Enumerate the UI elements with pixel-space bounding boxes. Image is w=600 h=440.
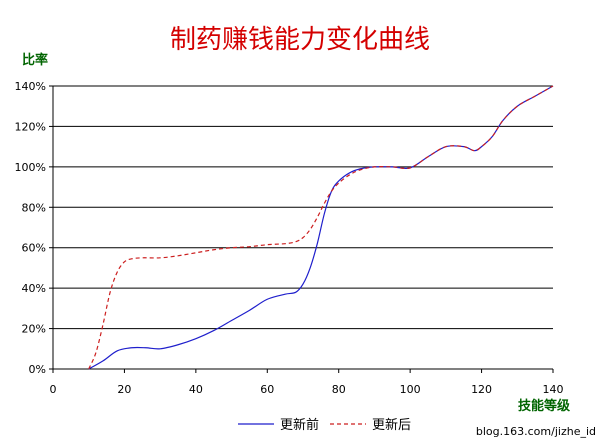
y-tick-label: 120% xyxy=(15,120,46,133)
y-tick-label: 80% xyxy=(22,201,46,214)
x-tick-label: 100 xyxy=(400,383,421,396)
x-tick-label: 140 xyxy=(543,383,564,396)
x-tick-label: 0 xyxy=(50,383,57,396)
y-tick-label: 0% xyxy=(29,363,46,376)
y-tick-label: 20% xyxy=(22,323,46,336)
chart-title: 制药赚钱能力变化曲线 xyxy=(170,25,430,55)
y-tick-label: 60% xyxy=(22,242,46,255)
x-axis-label: 技能等级 xyxy=(518,398,571,414)
series-lines xyxy=(88,85,554,370)
axes xyxy=(49,85,554,373)
x-tick-label: 80 xyxy=(332,383,346,396)
y-tick-label: 140% xyxy=(15,80,46,93)
y-tick-label: 100% xyxy=(15,161,46,174)
legend-label-0: 更新前 xyxy=(280,417,319,433)
x-tick-label: 20 xyxy=(117,383,131,396)
legend-label-1: 更新后 xyxy=(372,417,411,433)
watermark: blog.163.com/jizhe_id xyxy=(476,425,596,438)
x-tick-label: 40 xyxy=(189,383,203,396)
x-tick-label: 120 xyxy=(471,383,492,396)
y-tick-label: 40% xyxy=(22,282,46,295)
x-tick-label: 60 xyxy=(260,383,274,396)
series-line-0 xyxy=(88,85,554,370)
y-axis-label: 比率 xyxy=(22,52,48,68)
series-line-1 xyxy=(88,85,554,370)
legend: 更新前 更新后 xyxy=(238,417,411,433)
grid-lines xyxy=(53,85,553,330)
tick-labels: 0% 20% 40% 60% 80% 100% 120% 140% 0 20 40 60 80 100 12… xyxy=(15,80,564,396)
